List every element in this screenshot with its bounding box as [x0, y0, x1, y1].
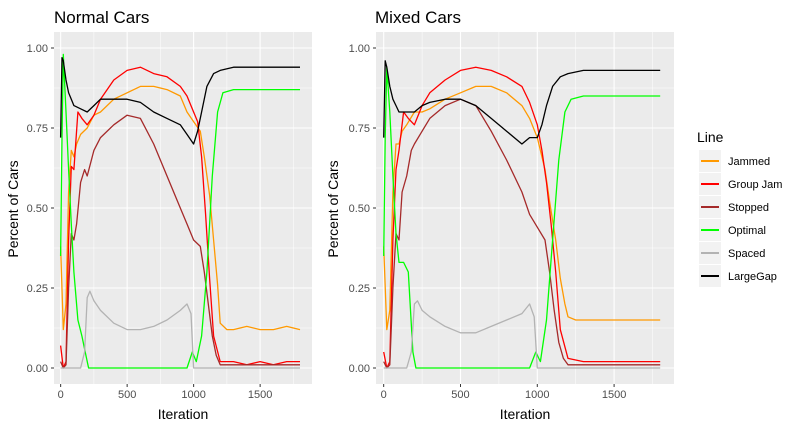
y-tick-label: 0.50	[349, 203, 370, 215]
chart-title: Normal Cars	[54, 8, 149, 27]
legend-item-largegap: LargeGap	[699, 265, 777, 287]
series-lines	[59, 53, 301, 369]
y-tick-label: 0.25	[27, 283, 48, 295]
legend-label: Jammed	[728, 156, 770, 168]
legend-label: Spaced	[728, 248, 765, 260]
series-line-group-jam	[383, 66, 661, 369]
x-axis-label: Iteration	[500, 406, 551, 422]
legend-item-optimal: Optimal	[699, 219, 766, 241]
panel-normal-cars: Normal Cars 0.00 0.25 0.50 0.75 1.00 0 500 1000…	[5, 8, 312, 422]
axis-ticks: 0.00 0.25 0.50 0.75 1.00 0 500 1000 1500	[27, 43, 273, 401]
legend-item-group-jam: Group Jam	[699, 173, 782, 195]
x-tick-label: 500	[118, 389, 136, 401]
legend-item-jammed: Jammed	[699, 150, 770, 172]
chart-title: Mixed Cars	[375, 8, 461, 27]
y-tick-label: 1.00	[349, 43, 370, 55]
series-lines	[383, 60, 661, 369]
y-tick-label: 0.25	[349, 283, 370, 295]
x-tick-label: 0	[58, 389, 64, 401]
legend-label: Group Jam	[728, 179, 782, 191]
series-line-largegap	[59, 56, 300, 145]
series-line-stopped	[60, 114, 300, 369]
y-tick-label: 0.75	[27, 123, 48, 135]
legend-item-spaced: Spaced	[699, 242, 765, 264]
legend: Line Jammed Group Jam Stopped Optimal Spaced…	[697, 129, 782, 287]
legend-items: Jammed Group Jam Stopped Optimal Spaced Large…	[699, 150, 782, 287]
legend-label: Optimal	[728, 225, 766, 237]
series-line-spaced	[60, 290, 300, 369]
y-axis-label: Percent of Cars	[5, 160, 21, 257]
axis-ticks: 0.00 0.25 0.50 0.75 1.00 0 500 1000 1500	[349, 43, 627, 401]
series-line-optimal	[383, 66, 661, 369]
x-tick-label: 1000	[525, 389, 549, 401]
legend-label: LargeGap	[728, 271, 777, 283]
series-line-group-jam	[59, 66, 300, 369]
series-line-stopped	[383, 98, 661, 369]
series-line-optimal	[59, 53, 300, 369]
x-tick-label: 500	[451, 389, 469, 401]
y-tick-label: 1.00	[27, 43, 48, 55]
legend-label: Stopped	[728, 202, 769, 214]
legend-title: Line	[697, 129, 724, 145]
y-tick-label: 0.00	[349, 363, 370, 375]
series-line-spaced	[383, 300, 661, 369]
x-axis-label: Iteration	[158, 406, 209, 422]
x-tick-label: 1500	[602, 389, 626, 401]
y-tick-label: 0.75	[349, 123, 370, 135]
legend-item-stopped: Stopped	[699, 196, 769, 218]
y-axis-label: Percent of Cars	[325, 160, 341, 257]
x-tick-label: 1500	[248, 389, 272, 401]
series-line-largegap	[383, 60, 661, 145]
y-tick-label: 0.50	[27, 203, 48, 215]
x-tick-label: 1000	[181, 389, 205, 401]
x-tick-label: 0	[381, 389, 387, 401]
panel-mixed-cars: Mixed Cars 0.00 0.25 0.50 0.75 1.00 0 500 1000 1…	[325, 8, 674, 422]
y-tick-label: 0.00	[27, 363, 48, 375]
